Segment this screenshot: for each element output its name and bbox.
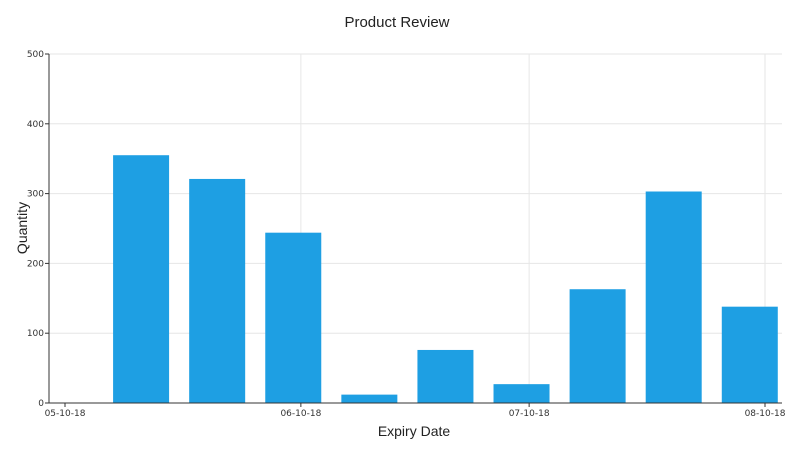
y-tick-label: 0 [38,399,44,409]
bar [645,191,702,403]
bar [417,349,474,403]
bar [189,178,246,403]
x-tick-label: 07-10-18 [509,409,550,419]
x-tick-label: 06-10-18 [280,409,321,419]
x-tick-label: 05-10-18 [45,409,86,419]
y-tick-label: 200 [27,259,44,269]
x-tick-label: 08-10-18 [745,409,786,419]
y-tick-label: 400 [27,120,44,130]
bar [569,289,626,403]
chart-title: Product Review [344,14,449,31]
y-tick-label: 500 [27,50,44,60]
bar [113,155,170,403]
y-axis-ticks: 0 100 200 300 400 500 [27,50,49,409]
y-axis-title: Quantity [14,202,30,254]
y-tick-label: 100 [27,329,44,339]
bar [493,384,550,403]
x-axis-title: Expiry Date [378,423,451,439]
bar [721,306,778,403]
bar [265,232,322,403]
x-axis-ticks: 05-10-18 06-10-18 07-10-18 08-10-18 [45,403,786,419]
y-tick-label: 300 [27,190,44,200]
bar [341,394,398,403]
bars [113,155,778,403]
